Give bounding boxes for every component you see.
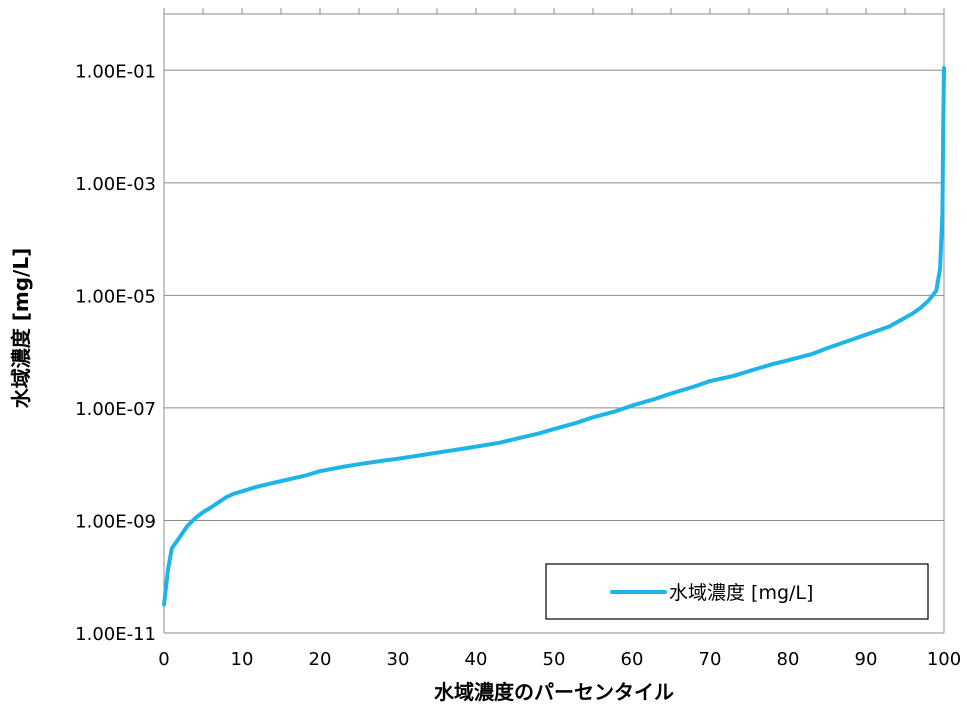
y-axis-title: 水域濃度 [mg/L] <box>9 248 33 408</box>
axes-layer <box>163 8 945 633</box>
y-tick-label: 1.00E-05 <box>75 286 156 307</box>
labels-layer: 1.00E-11 1.00E-09 1.00E-07 1.00E-05 1.00E-03… <box>75 61 961 670</box>
x-tick-label: 30 <box>387 649 410 670</box>
series-line <box>162 65 946 607</box>
x-tick-label: 80 <box>777 649 800 670</box>
y-tick-label: 1.00E-01 <box>75 61 156 82</box>
x-axis-title: 水域濃度のパーセンタイル <box>434 680 674 704</box>
x-tick-label: 0 <box>158 649 169 670</box>
x-tick-label: 50 <box>543 649 566 670</box>
series-layer <box>162 65 946 607</box>
legend-label: 水域濃度 [mg/L] <box>669 582 813 604</box>
y-tick-label: 1.00E-09 <box>75 511 156 532</box>
y-tick-label: 1.00E-11 <box>75 624 156 645</box>
x-tick-label: 20 <box>309 649 332 670</box>
y-tick-label: 1.00E-07 <box>75 399 156 420</box>
legend-box <box>545 563 929 620</box>
x-tick-label: 90 <box>855 649 878 670</box>
legend: 水域濃度 [mg/L] <box>545 563 929 620</box>
x-tick-label: 70 <box>699 649 722 670</box>
grid-layer <box>164 69 944 634</box>
x-tick-label: 60 <box>621 649 644 670</box>
x-tick-label: 100 <box>927 649 961 670</box>
y-tick-label: 1.00E-03 <box>75 174 156 195</box>
x-tick-label: 10 <box>231 649 254 670</box>
x-tick-label: 40 <box>465 649 488 670</box>
